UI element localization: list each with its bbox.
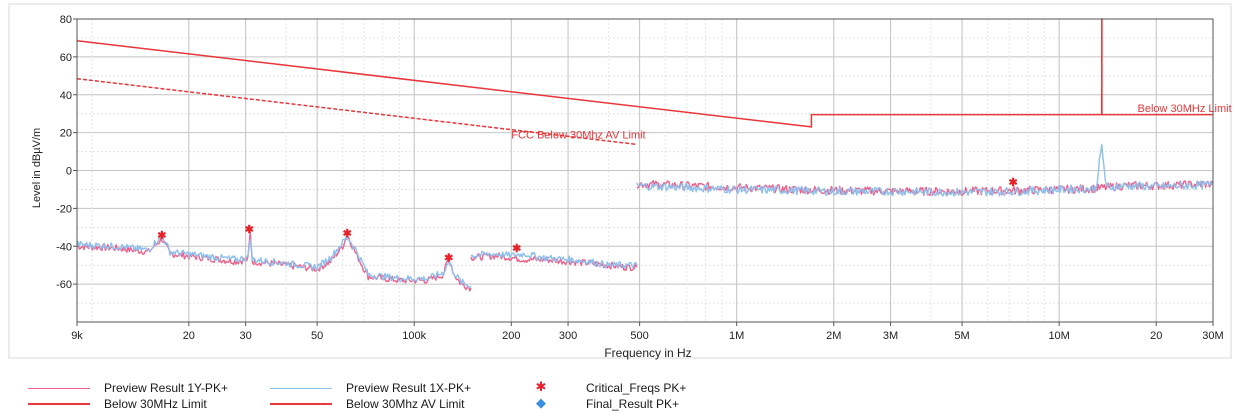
star-icon: ✱ [535,379,547,394]
annotation-layer: FCC Below 30Mhz AV Limit Below 30MHz Limi… [511,103,1231,142]
x-tick-label: 20 [1150,330,1162,342]
x-tick-label: 10M [1048,330,1069,342]
x-tick-label: 3M [883,330,898,342]
y-tick-label: -20 [56,203,72,215]
critical-freq-marker: ✱ [1009,177,1018,189]
limit-line-below-30mhz-av [76,77,637,146]
limit-line-below-30mhz [76,18,1213,128]
legend-label-final-result: Final_Result PK+ [586,397,680,411]
x-tick-label: 200 [502,330,520,342]
x-tick-label: 100k [402,330,426,342]
legend-item-limit: Below 30MHz Limit [28,396,207,412]
critical-freq-marker: ✱ [157,230,166,242]
legend-item-preview-1x: Preview Result 1X-PK+ [270,380,471,396]
y-tick-label: 80 [60,14,72,26]
grid-layer [76,18,1214,323]
legend-swatch-av-limit [270,398,332,410]
legend-label-limit: Below 30MHz Limit [104,397,207,411]
y-tick-label: -60 [56,279,72,291]
legend-item-critical-freqs: ✱ Critical_Freqs PK+ [510,379,687,396]
tick-layer: 9k 20 30 50 100k 200 300 500 1M 2M 3M 5M 10M 20 30M806… [56,14,1224,342]
series-trace-segment [636,143,1214,197]
critical-freq-marker: ✱ [444,253,453,265]
legend-swatch-limit [28,398,90,410]
x-tick-label: 2M [826,330,841,342]
legend-label-av-limit: Below 30Mhz AV Limit [346,397,465,411]
x-tick-label: 30M [1202,330,1223,342]
x-tick-label: 1M [729,330,744,342]
plot-border [76,18,1214,323]
diamond-icon: ◆ [536,395,546,410]
limit-layer [76,18,1213,146]
legend-label-preview-1y: Preview Result 1Y-PK+ [104,381,228,395]
y-tick-label: 0 [66,166,72,178]
x-tick-label: 9k [71,330,83,342]
x-tick-label: 50 [311,330,323,342]
annotation-limit: Below 30MHz Limit [1138,103,1232,115]
legend-swatch-final-result: ◆ [510,395,572,410]
annotation-av-limit: FCC Below 30Mhz AV Limit [511,129,645,141]
y-tick-label: 20 [60,128,72,140]
legend-item-av-limit: Below 30Mhz AV Limit [270,396,465,412]
critical-freq-marker: ✱ [245,224,254,236]
y-tick-label: -40 [56,241,72,253]
chart-svg: ✱ ✱ ✱ ✱ ✱ ✱ FCC Below 30Mhz AV Limit Below 30M… [8,3,1232,360]
legend-swatch-critical-freqs: ✱ [510,379,572,394]
legend-label-preview-1x: Preview Result 1X-PK+ [346,381,472,395]
legend-swatch-preview-1y [28,382,90,394]
x-axis-label: Frequency in Hz [604,346,691,360]
x-tick-label: 300 [559,330,577,342]
critical-freq-marker: ✱ [343,228,352,240]
x-tick-label: 20 [183,330,195,342]
chart-legend: Preview Result 1Y-PK+ Preview Result 1X-… [0,376,1235,418]
x-tick-label: 500 [630,330,648,342]
series-trace-segment [470,250,638,269]
chart-frame [8,3,1232,359]
series-layer [76,143,1214,292]
y-axis-label: Level in dBµV/m [31,128,43,208]
legend-swatch-preview-1x [270,382,332,394]
x-tick-label: 5M [954,330,969,342]
legend-item-final-result: ◆ Final_Result PK+ [510,395,680,412]
series-trace-segment [76,234,472,289]
x-tick-label: 30 [239,330,251,342]
marker-layer: ✱ ✱ ✱ ✱ ✱ ✱ [157,177,1017,265]
series-preview-1x [76,143,1214,289]
y-tick-label: 60 [60,52,72,64]
critical-freq-marker: ✱ [512,243,521,255]
legend-label-critical-freqs: Critical_Freqs PK+ [586,381,687,395]
y-tick-label: 40 [60,90,72,102]
legend-item-preview-1y: Preview Result 1Y-PK+ [28,380,228,396]
